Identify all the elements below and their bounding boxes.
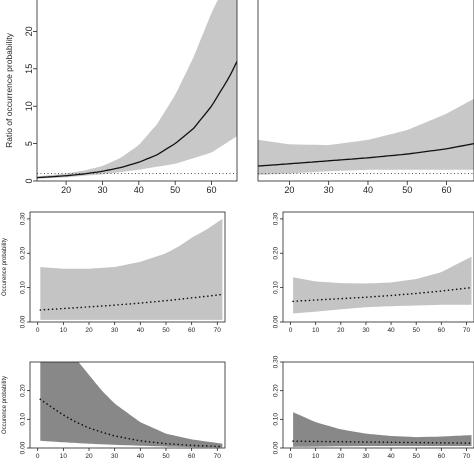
x-tick-label: 40 <box>134 185 144 195</box>
confidence-band <box>40 218 223 320</box>
panel-top-left: 20 30 40 50 60 0 5 10 15 20 Ratio of occurrence pr… <box>4 0 238 195</box>
x-tick-label: 30 <box>111 453 119 460</box>
x-tick-label: 30 <box>111 327 119 334</box>
x-tick-label: 40 <box>387 327 395 334</box>
x-tick-label: 70 <box>214 453 222 460</box>
panel-bottom-left: 0 10 20 30 40 50 60 70 0.00 0.10 0.20 Occurence pro… <box>2 361 226 460</box>
fitted-line <box>258 142 474 167</box>
plot-area <box>37 0 237 179</box>
panel-middle-right: 0 10 20 30 40 50 60 70 0.00 0.10 0.20 0.30 <box>273 211 474 334</box>
x-tick-label: 60 <box>188 327 196 334</box>
y-tick-label: 5 <box>24 141 34 146</box>
y-tick-label: 0.10 <box>20 413 27 426</box>
fitted-line <box>39 398 224 448</box>
confidence-band <box>293 256 472 314</box>
x-tick-label: 50 <box>413 453 421 460</box>
y-tick-label: 0.00 <box>273 441 280 454</box>
y-axis-label: Ratio of occurrence probability <box>4 32 14 148</box>
y-tick-label: 20 <box>24 26 34 36</box>
x-tick-label: 40 <box>387 453 395 460</box>
x-tick-label: 50 <box>170 185 180 195</box>
plot-area <box>292 256 473 314</box>
x-tick-label: 60 <box>188 453 196 460</box>
y-tick-label: 0.10 <box>20 281 27 294</box>
confidence-band <box>293 412 472 447</box>
panel-middle-left: 0 10 20 30 40 50 60 70 0.00 0.10 0.20 0.30 Occurence… <box>2 211 226 334</box>
x-tick-label: 30 <box>324 185 334 195</box>
y-tick-label: 0.20 <box>273 384 280 397</box>
fitted-line <box>37 61 237 179</box>
x-tick-label: 0 <box>289 453 293 460</box>
x-tick-label: 60 <box>438 327 446 334</box>
x-tick-label: 50 <box>162 453 170 460</box>
x-tick-label: 60 <box>438 453 446 460</box>
x-tick-label: 20 <box>284 185 294 195</box>
x-tick-label: 10 <box>60 327 68 334</box>
fitted-line <box>39 293 224 311</box>
y-tick-label: 0.00 <box>273 315 280 328</box>
x-tick-label: 20 <box>337 327 345 334</box>
x-tick-label: 30 <box>97 185 107 195</box>
x-tick-label: 0 <box>36 453 40 460</box>
y-tick-label: 0.20 <box>20 384 27 397</box>
plot-frame <box>282 361 474 449</box>
x-tick-label: 70 <box>463 327 471 334</box>
x-tick-label: 0 <box>36 327 40 334</box>
plot-area <box>39 362 224 448</box>
y-tick-label: 0.30 <box>20 212 27 225</box>
y-tick-label: 0 <box>24 178 34 183</box>
y-tick-label: 0.00 <box>20 315 27 328</box>
x-tick-label: 0 <box>289 327 293 334</box>
plot-frame <box>257 0 474 182</box>
y-tick-label: 10 <box>24 101 34 111</box>
plot-area <box>258 98 474 175</box>
y-tick-label: 0.30 <box>273 212 280 225</box>
x-tick-label: 50 <box>402 185 412 195</box>
x-tick-label: 20 <box>85 453 93 460</box>
x-tick-label: 40 <box>137 327 145 334</box>
y-tick-label: 0.10 <box>273 281 280 294</box>
y-axis-label: Occurence probability <box>2 238 8 296</box>
x-tick-label: 40 <box>363 185 373 195</box>
y-axis-label: Occurence probability <box>2 376 8 434</box>
x-tick-label: 20 <box>85 327 93 334</box>
x-tick-label: 20 <box>337 453 345 460</box>
y-tick-label: 0.00 <box>20 441 27 454</box>
x-tick-label: 70 <box>214 327 222 334</box>
panel-top-right: 20 30 40 50 60 <box>257 0 474 195</box>
x-tick-label: 60 <box>442 185 452 195</box>
x-tick-label: 20 <box>61 185 71 195</box>
x-tick-label: 50 <box>413 327 421 334</box>
confidence-band <box>37 0 237 179</box>
plot-frame <box>29 361 226 449</box>
plot-area <box>39 218 224 320</box>
x-tick-label: 70 <box>463 453 471 460</box>
x-tick-label: 10 <box>312 453 320 460</box>
plot-frame <box>29 211 226 323</box>
plot-frame <box>36 0 238 182</box>
x-tick-label: 10 <box>312 327 320 334</box>
x-tick-label: 40 <box>137 453 145 460</box>
y-tick-label: 0.30 <box>273 355 280 368</box>
x-tick-label: 10 <box>60 453 68 460</box>
x-tick-label: 30 <box>362 327 370 334</box>
y-tick-label: 0.20 <box>20 247 27 260</box>
x-tick-label: 50 <box>162 327 170 334</box>
x-tick-label: 60 <box>207 185 217 195</box>
plot-area <box>292 412 473 447</box>
confidence-band <box>40 362 223 448</box>
panel-bottom-right: 0 10 20 30 40 50 60 70 0.00 0.10 0.20 0.30 <box>273 355 474 460</box>
x-tick-label: 30 <box>362 453 370 460</box>
y-tick-label: 0.20 <box>273 247 280 260</box>
confidence-band <box>258 98 474 175</box>
plot-frame <box>282 211 474 323</box>
y-tick-label: 15 <box>24 64 34 74</box>
y-tick-label: 0.10 <box>273 413 280 426</box>
